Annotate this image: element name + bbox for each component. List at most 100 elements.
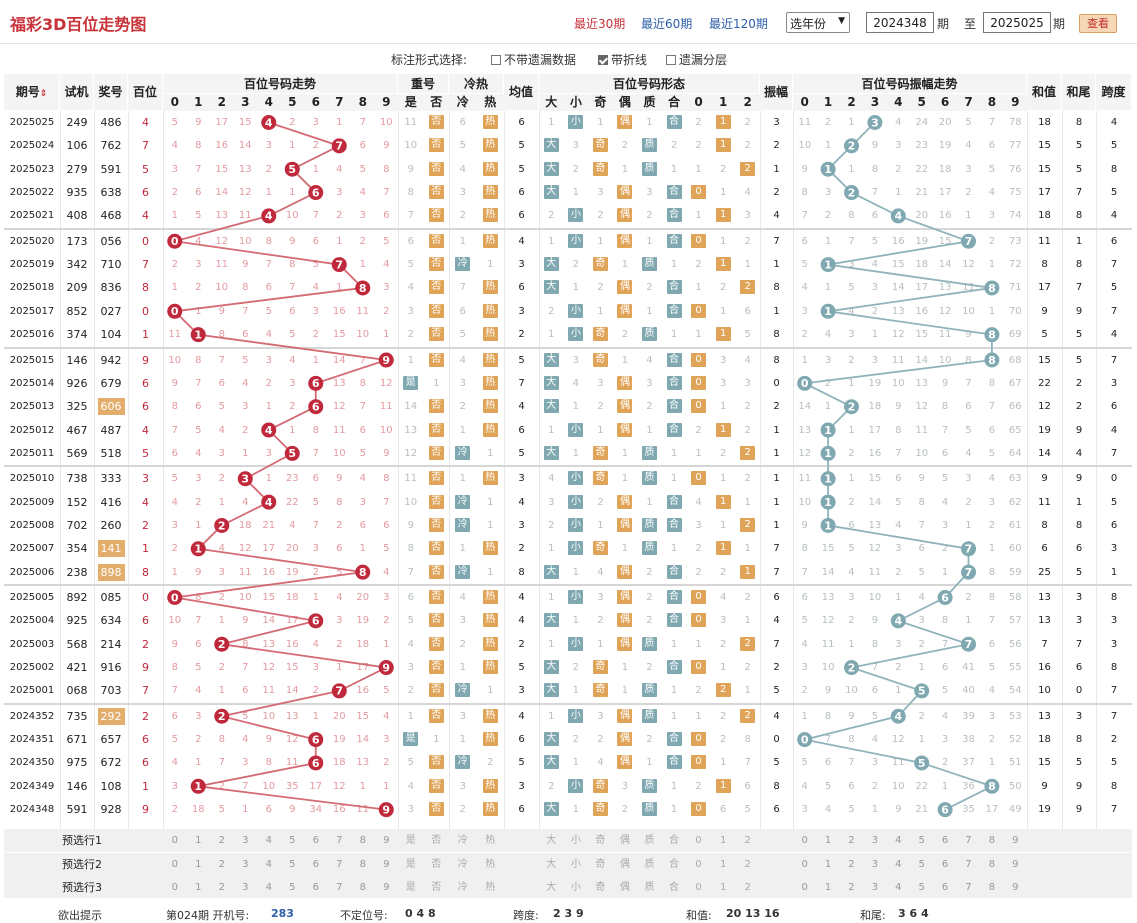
preselect-shape[interactable]: 奇 — [595, 835, 606, 846]
preselect-shape[interactable]: 小 — [570, 858, 581, 870]
preselect-amp-digit[interactable]: 3 — [871, 835, 879, 846]
preselect-digit[interactable]: 3 — [242, 858, 249, 870]
preselect-amp-digit[interactable]: 6 — [941, 858, 949, 870]
preselect-digit[interactable]: 4 — [265, 858, 272, 870]
preselect-shape[interactable]: 大 — [546, 858, 557, 870]
sort-arrows-icon[interactable]: ⇕ — [39, 89, 48, 99]
preselect-amp-digit[interactable]: 1 — [824, 858, 832, 870]
preselect-amp-digit[interactable]: 1 — [824, 835, 832, 846]
preselect-shape[interactable]: 偶 — [619, 882, 630, 893]
preselect-digit[interactable]: 4 — [265, 882, 272, 893]
preselect-amp-digit[interactable]: 9 — [1012, 882, 1019, 893]
preselect-amp-digit[interactable]: 8 — [988, 858, 996, 870]
to-period-input[interactable]: 2025025 — [983, 12, 1051, 33]
preselect-shape[interactable]: 质 — [644, 835, 655, 846]
option-polyline[interactable]: 带折线 — [598, 51, 647, 68]
preselect-digit[interactable]: 2 — [218, 835, 225, 846]
preselect-amp-digit[interactable]: 4 — [895, 882, 902, 893]
preselect-shape[interactable]: 小 — [570, 835, 581, 846]
preselect-digit[interactable]: 5 — [289, 858, 296, 870]
preselect-digit[interactable]: 6 — [312, 835, 319, 846]
preselect-shape[interactable]: 1 — [719, 882, 727, 893]
preselect-repeat[interactable]: 是 — [405, 858, 416, 870]
preselect-amp-digit[interactable]: 3 — [871, 882, 879, 893]
preselect-digit[interactable]: 9 — [383, 858, 390, 870]
preselect-hotcold[interactable]: 热 — [485, 835, 496, 846]
preselect-amp-digit[interactable]: 0 — [801, 858, 808, 870]
link-recent-30[interactable]: 最近30期 — [574, 17, 626, 31]
preselect-repeat[interactable]: 否 — [431, 882, 442, 893]
preselect-amp-digit[interactable]: 3 — [871, 858, 879, 870]
preselect-shape[interactable]: 偶 — [619, 835, 630, 846]
preselect-shape[interactable]: 奇 — [595, 858, 606, 870]
preselect-shape[interactable]: 1 — [719, 835, 727, 846]
preselect-hotcold[interactable]: 冷 — [457, 835, 468, 846]
checkbox-checked-icon[interactable] — [598, 54, 608, 65]
checkbox-icon[interactable] — [491, 54, 501, 65]
preselect-shape[interactable]: 质 — [644, 882, 655, 893]
preselect-amp-digit[interactable]: 6 — [941, 882, 949, 893]
link-recent-60[interactable]: 最近60期 — [641, 17, 693, 31]
preselect-amp-digit[interactable]: 9 — [1012, 835, 1019, 846]
from-period-input[interactable]: 2024348 — [866, 12, 934, 33]
preselect-amp-digit[interactable]: 8 — [988, 835, 996, 846]
year-select[interactable]: 选年份 ▼ — [786, 12, 850, 33]
preselect-amp-digit[interactable]: 2 — [848, 835, 855, 846]
preselect-hotcold[interactable]: 热 — [485, 882, 496, 893]
preselect-repeat[interactable]: 否 — [431, 835, 442, 846]
preselect-digit[interactable]: 6 — [312, 858, 319, 870]
preselect-amp-digit[interactable]: 5 — [918, 835, 925, 846]
preselect-digit[interactable]: 8 — [359, 835, 366, 846]
preselect-digit[interactable]: 8 — [359, 858, 366, 870]
query-button[interactable]: 查看 — [1079, 14, 1117, 33]
option-no-omit[interactable]: 不带遗漏数据 — [491, 51, 576, 68]
preselect-shape[interactable]: 偶 — [619, 858, 630, 870]
preselect-digit[interactable]: 8 — [359, 882, 366, 893]
preselect-digit[interactable]: 2 — [218, 858, 225, 870]
preselect-shape[interactable]: 0 — [695, 858, 702, 870]
preselect-shape[interactable]: 质 — [644, 858, 655, 870]
preselect-digit[interactable]: 1 — [195, 882, 202, 893]
preselect-shape[interactable]: 1 — [719, 858, 727, 870]
preselect-shape[interactable]: 大 — [546, 835, 557, 846]
preselect-amp-digit[interactable]: 0 — [801, 882, 808, 893]
preselect-shape[interactable]: 0 — [695, 882, 702, 893]
preselect-shape[interactable]: 合 — [669, 858, 680, 870]
link-recent-120[interactable]: 最近120期 — [709, 17, 768, 31]
preselect-digit[interactable]: 1 — [195, 835, 202, 846]
preselect-digit[interactable]: 7 — [336, 882, 343, 893]
preselect-digit[interactable]: 0 — [171, 882, 178, 893]
preselect-amp-digit[interactable]: 2 — [848, 858, 855, 870]
preselect-digit[interactable]: 9 — [383, 835, 390, 846]
preselect-amp-digit[interactable]: 7 — [965, 858, 972, 870]
preselect-shape[interactable]: 0 — [695, 835, 702, 846]
preselect-shape[interactable]: 2 — [744, 882, 751, 893]
preselect-amp-digit[interactable]: 6 — [941, 835, 949, 846]
preselect-digit[interactable]: 7 — [336, 835, 343, 846]
preselect-digit[interactable]: 7 — [336, 858, 343, 870]
preselect-amp-digit[interactable]: 2 — [848, 882, 855, 893]
preselect-shape[interactable]: 合 — [669, 835, 680, 846]
preselect-shape[interactable]: 小 — [570, 882, 581, 893]
preselect-amp-digit[interactable]: 5 — [918, 858, 925, 870]
preselect-repeat[interactable]: 是 — [405, 835, 416, 846]
preselect-digit[interactable]: 0 — [171, 858, 178, 870]
preselect-amp-digit[interactable]: 4 — [895, 858, 902, 870]
preselect-amp-digit[interactable]: 9 — [1012, 858, 1019, 870]
preselect-shape[interactable]: 2 — [744, 858, 751, 870]
preselect-digit[interactable]: 9 — [383, 882, 390, 893]
preselect-digit[interactable]: 2 — [218, 882, 225, 893]
preselect-digit[interactable]: 1 — [195, 858, 202, 870]
preselect-digit[interactable]: 5 — [289, 835, 296, 846]
preselect-hotcold[interactable]: 冷 — [457, 882, 468, 893]
preselect-digit[interactable]: 4 — [265, 835, 272, 846]
preselect-amp-digit[interactable]: 8 — [988, 882, 996, 893]
preselect-repeat[interactable]: 是 — [405, 882, 416, 893]
preselect-shape[interactable]: 奇 — [595, 882, 606, 893]
checkbox-icon[interactable] — [666, 54, 676, 65]
option-layered[interactable]: 遗漏分层 — [666, 51, 727, 68]
preselect-digit[interactable]: 6 — [312, 882, 319, 893]
preselect-digit[interactable]: 3 — [242, 835, 249, 846]
preselect-amp-digit[interactable]: 4 — [895, 835, 902, 846]
preselect-hotcold[interactable]: 冷 — [457, 858, 468, 870]
